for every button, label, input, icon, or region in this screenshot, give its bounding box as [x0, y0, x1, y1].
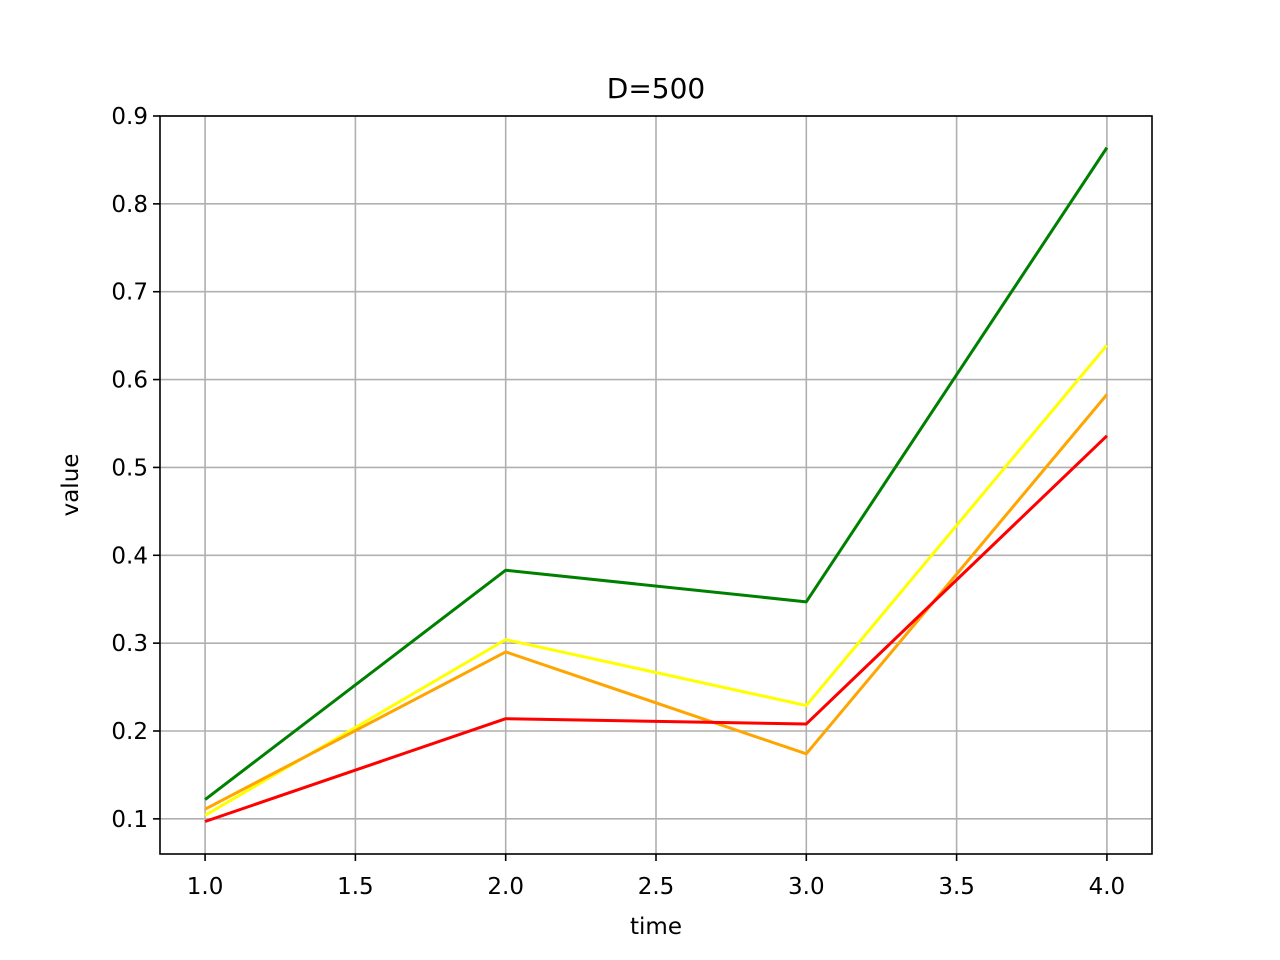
series-lines [204, 146, 1109, 823]
y-tick-label: 0.2 [111, 719, 148, 745]
y-tick-label: 0.9 [111, 104, 148, 130]
y-tick-label: 0.4 [111, 543, 148, 569]
x-tick-label: 2.5 [638, 874, 675, 900]
x-tick-label: 1.5 [337, 874, 374, 900]
y-tick-label: 0.7 [111, 280, 148, 306]
x-tick-label: 3.0 [788, 874, 825, 900]
y-tick-label: 0.8 [111, 192, 148, 218]
y-tick-label: 0.6 [111, 368, 148, 394]
x-axis-label: time [630, 914, 682, 940]
series-line [204, 434, 1108, 823]
y-axis: 0.1 0.2 0.3 0.4 0.5 0.6 0.7 0.8 0.9 [111, 104, 160, 833]
x-tick-label: 2.0 [487, 874, 524, 900]
x-tick-label: 1.0 [187, 874, 224, 900]
x-axis: 1.0 1.5 2.0 2.5 3.0 3.5 4.0 [187, 854, 1125, 900]
y-tick-label: 0.3 [111, 631, 148, 657]
x-tick-label: 3.5 [938, 874, 975, 900]
x-tick-label: 4.0 [1089, 874, 1126, 900]
chart-title: D=500 [607, 72, 705, 105]
y-tick-label: 0.5 [111, 455, 148, 481]
y-tick-label: 0.1 [111, 807, 148, 833]
series-line [204, 393, 1109, 811]
series-line [204, 344, 1109, 817]
series-line [204, 146, 1109, 801]
grid [160, 115, 1152, 854]
y-axis-label: value [58, 454, 84, 517]
